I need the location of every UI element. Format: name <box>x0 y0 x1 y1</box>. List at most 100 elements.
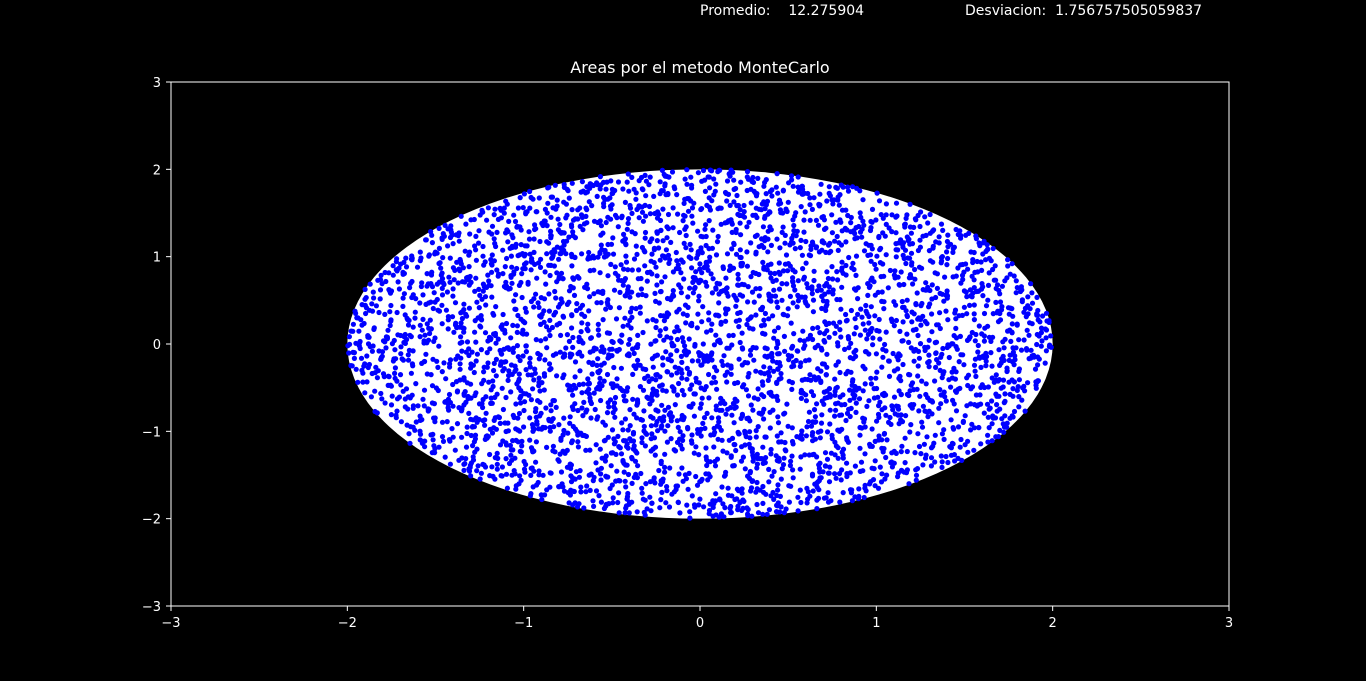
scatter-point <box>989 421 995 427</box>
scatter-point <box>385 373 391 379</box>
scatter-point <box>512 218 519 225</box>
scatter-point <box>791 222 797 229</box>
scatter-point <box>809 284 815 290</box>
scatter-point <box>945 317 951 323</box>
scatter-point <box>860 388 866 394</box>
scatter-point <box>867 252 874 258</box>
scatter-point <box>389 341 395 347</box>
scatter-point <box>939 464 945 470</box>
scatter-point <box>903 413 909 419</box>
scatter-point <box>483 410 489 416</box>
scatter-point <box>480 253 486 259</box>
scatter-point <box>699 319 705 325</box>
scatter-point <box>774 236 780 242</box>
scatter-point <box>452 447 458 453</box>
scatter-point <box>472 329 478 335</box>
scatter-point <box>971 317 978 323</box>
scatter-point <box>1043 335 1049 341</box>
scatter-point <box>864 336 870 342</box>
scatter-point <box>633 190 639 196</box>
scatter-point <box>857 332 864 338</box>
scatter-point <box>774 380 780 386</box>
scatter-point <box>518 242 524 248</box>
scatter-point <box>630 446 637 452</box>
scatter-point <box>664 334 670 340</box>
scatter-point <box>819 361 826 367</box>
scatter-point <box>356 328 362 334</box>
scatter-point <box>401 291 407 297</box>
scatter-point <box>409 278 415 285</box>
scatter-point <box>706 174 712 180</box>
scatter-point <box>883 201 890 207</box>
scatter-point <box>802 209 808 215</box>
scatter-point <box>480 243 486 250</box>
scatter-point <box>734 192 740 199</box>
scatter-point <box>369 348 375 354</box>
scatter-point <box>642 202 648 208</box>
scatter-point <box>837 394 843 400</box>
scatter-point <box>597 270 603 276</box>
scatter-point <box>684 502 690 508</box>
scatter-point <box>436 279 442 285</box>
scatter-point <box>893 403 900 409</box>
scatter-point <box>737 247 743 253</box>
scatter-point <box>744 174 750 180</box>
scatter-point <box>457 268 463 274</box>
scatter-point <box>642 249 648 255</box>
scatter-point <box>672 186 678 192</box>
scatter-point <box>605 474 611 480</box>
scatter-point <box>951 452 958 458</box>
scatter-point <box>516 410 523 417</box>
scatter-point <box>597 375 603 381</box>
scatter-point <box>729 342 735 348</box>
scatter-point <box>653 264 659 270</box>
scatter-point <box>564 447 570 453</box>
scatter-point <box>853 324 859 331</box>
scatter-point <box>807 493 813 499</box>
scatter-point <box>804 281 810 287</box>
scatter-point <box>807 195 813 201</box>
scatter-point <box>503 279 509 285</box>
scatter-point <box>660 238 666 244</box>
scatter-point <box>971 447 977 453</box>
scatter-point <box>867 443 873 449</box>
scatter-point <box>795 508 801 514</box>
scatter-point <box>729 246 735 252</box>
scatter-point <box>414 264 421 270</box>
scatter-point <box>587 294 593 300</box>
scatter-point <box>936 234 942 240</box>
scatter-point <box>538 321 544 327</box>
scatter-point <box>660 362 666 368</box>
scatter-point <box>780 311 786 317</box>
scatter-point <box>580 381 587 387</box>
scatter-point <box>1000 384 1006 390</box>
scatter-point <box>827 421 833 427</box>
scatter-point <box>511 298 517 304</box>
scatter-point <box>492 415 498 421</box>
scatter-point <box>653 372 659 378</box>
scatter-point <box>706 317 712 323</box>
scatter-point <box>1036 333 1042 339</box>
scatter-point <box>1006 379 1012 385</box>
scatter-point <box>657 383 663 389</box>
scatter-point <box>787 242 793 248</box>
scatter-point <box>745 393 752 399</box>
scatter-point <box>432 249 438 255</box>
scatter-point <box>671 386 677 392</box>
scatter-point <box>755 510 762 516</box>
scatter-point <box>713 332 719 338</box>
scatter-point <box>811 451 817 457</box>
scatter-point <box>760 511 766 517</box>
scatter-point <box>596 332 602 338</box>
scatter-point <box>748 485 755 491</box>
scatter-point <box>762 310 769 317</box>
scatter-point <box>468 217 474 223</box>
scatter-point <box>844 435 850 441</box>
scatter-point <box>925 395 931 401</box>
scatter-point <box>745 415 752 421</box>
scatter-point <box>431 338 437 344</box>
scatter-point <box>913 301 919 307</box>
scatter-point <box>945 244 951 250</box>
scatter-point <box>714 456 721 462</box>
scatter-point <box>520 266 526 272</box>
